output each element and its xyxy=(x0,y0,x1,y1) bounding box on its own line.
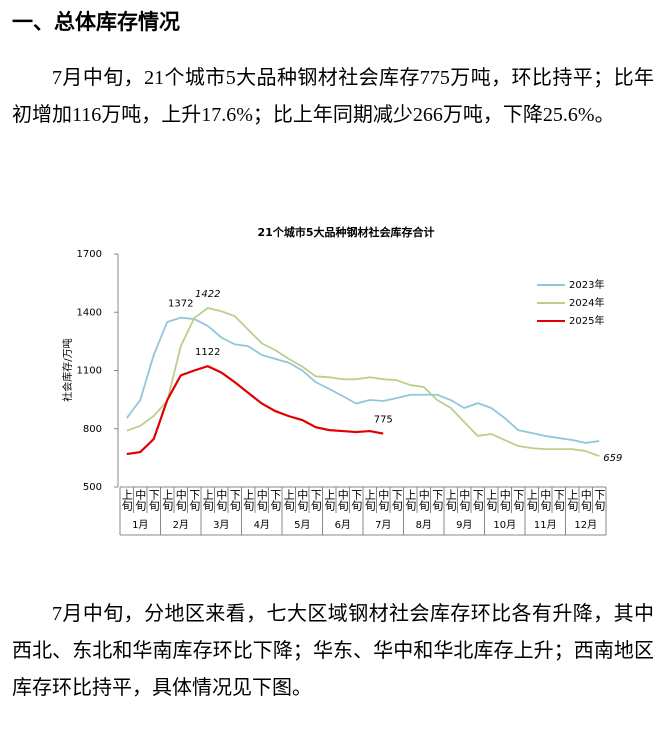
x-tick-label: 中旬 xyxy=(336,489,349,512)
month-label: 7月 xyxy=(375,519,391,531)
chart: 21个城市5大品种钢材社会库存合计 社会库存/万吨 500 800 1100 1400… xyxy=(61,225,622,536)
y-tick-label: 1100 xyxy=(77,366,102,377)
y-tick-label: 1400 xyxy=(77,307,102,318)
x-tick-label: 上旬 xyxy=(566,489,579,512)
month-label: 8月 xyxy=(416,519,432,531)
x-tick-label: 上旬 xyxy=(444,489,457,512)
month-label: 9月 xyxy=(456,519,472,531)
month-label: 6月 xyxy=(335,519,351,531)
line xyxy=(126,307,600,457)
x-tick-label: 下旬 xyxy=(147,489,160,512)
x-tick-label: 上旬 xyxy=(282,489,295,512)
x-tick-label: 上旬 xyxy=(242,489,255,512)
month-label: 5月 xyxy=(294,519,310,531)
data-label: 1372 xyxy=(168,299,193,310)
x-tick-label: 上旬 xyxy=(485,489,498,512)
x-tick-label: 上旬 xyxy=(201,489,214,512)
x-tick-label: 下旬 xyxy=(390,489,403,512)
x-tick-label: 下旬 xyxy=(593,489,606,512)
x-tick-label: 中旬 xyxy=(174,489,187,512)
paragraph: 7月中旬，分地区来看，七大区域钢材社会库存环比各有升降，其中西北、东北和华南库存… xyxy=(12,603,654,699)
month-label: 2月 xyxy=(173,519,189,531)
x-tick-label: 上旬 xyxy=(161,489,174,512)
x-tick-label: 上旬 xyxy=(120,489,133,512)
paragraph: 7月中旬，21个城市5大品种钢材社会库存775万吨，环比持平；比年初增加116万… xyxy=(12,67,654,126)
month-label: 3月 xyxy=(213,519,229,531)
x-tick-label: 下旬 xyxy=(552,489,565,512)
x-tick-label: 中旬 xyxy=(458,489,471,512)
x-tick-label: 下旬 xyxy=(269,489,282,512)
month-label: 1月 xyxy=(132,519,148,531)
x-tick-label: 中旬 xyxy=(377,489,390,512)
x-tick-label: 下旬 xyxy=(471,489,484,512)
x-tick-label: 下旬 xyxy=(512,489,525,512)
x-tick-label: 上旬 xyxy=(404,489,417,512)
heading: 一、总体库存情况 xyxy=(12,10,180,34)
y-tick-label: 500 xyxy=(83,482,102,493)
data-label: 1422 xyxy=(195,289,220,300)
x-tick-label: 下旬 xyxy=(228,489,241,512)
x-tick-label: 中旬 xyxy=(498,489,511,512)
x-tick-label: 下旬 xyxy=(350,489,363,512)
x-tick-label: 中旬 xyxy=(417,489,430,512)
legend-label: 2024年 xyxy=(569,296,604,309)
line xyxy=(126,316,600,444)
month-label: 10月 xyxy=(493,519,516,531)
x-tick-label: 中旬 xyxy=(296,489,309,512)
line xyxy=(126,365,384,456)
data-label: 775 xyxy=(374,415,393,426)
legend-label: 2025年 xyxy=(569,314,604,327)
month-label: 4月 xyxy=(254,519,270,531)
y-tick-label: 1700 xyxy=(77,249,102,260)
y-tick-label: 800 xyxy=(83,424,102,435)
y-axis-label: 社会库存/万吨 xyxy=(61,338,74,401)
month-label: 11月 xyxy=(534,519,557,531)
data-label: 659 xyxy=(603,453,622,464)
month-label: 12月 xyxy=(574,519,597,531)
legend-label: 2023年 xyxy=(569,278,604,291)
x-tick-label: 中旬 xyxy=(579,489,592,512)
chart-title: 21个城市5大品种钢材社会库存合计 xyxy=(258,225,435,239)
x-tick-label: 中旬 xyxy=(134,489,147,512)
x-tick-label: 上旬 xyxy=(323,489,336,512)
x-tick-label: 上旬 xyxy=(525,489,538,512)
x-tick-label: 下旬 xyxy=(431,489,444,512)
x-tick-label: 下旬 xyxy=(188,489,201,512)
x-tick-label: 上旬 xyxy=(363,489,376,512)
x-tick-label: 中旬 xyxy=(215,489,228,512)
x-tick-label: 下旬 xyxy=(309,489,322,512)
x-tick-label: 中旬 xyxy=(255,489,268,512)
data-label: 1122 xyxy=(195,347,220,358)
x-tick-label: 中旬 xyxy=(539,489,552,512)
